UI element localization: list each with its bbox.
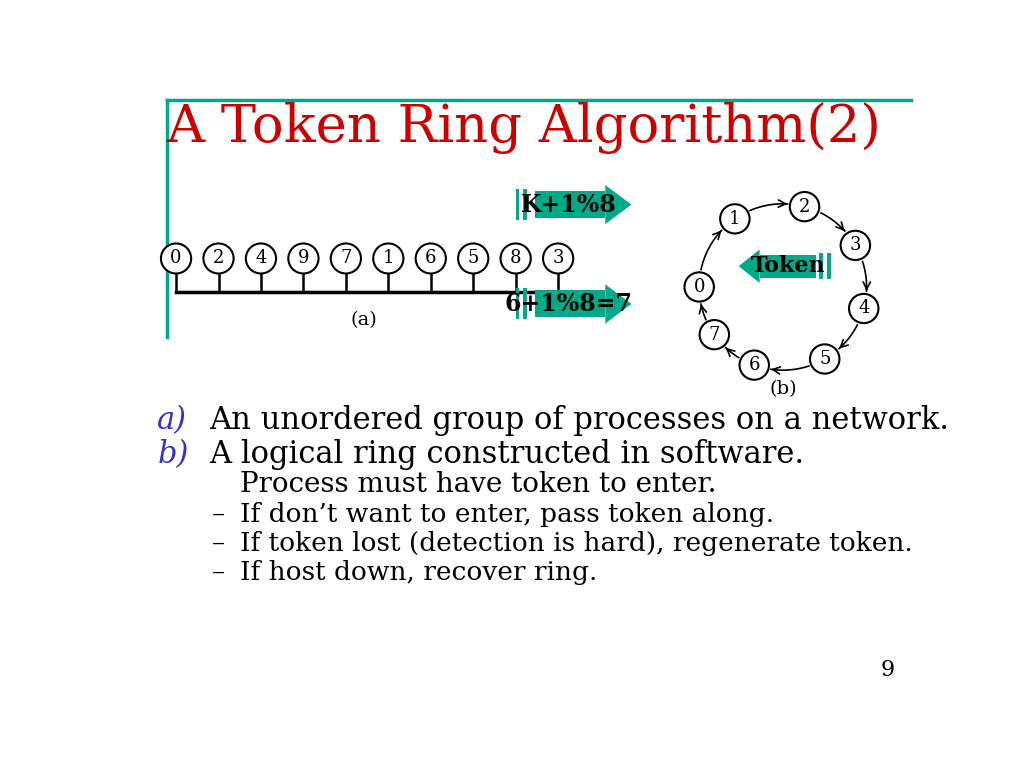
- Text: 5: 5: [468, 250, 479, 267]
- Text: (a): (a): [351, 311, 378, 329]
- Circle shape: [458, 243, 488, 273]
- Text: 8: 8: [510, 250, 521, 267]
- Text: –: –: [212, 531, 225, 556]
- Text: a): a): [158, 405, 187, 435]
- Text: (b): (b): [769, 380, 797, 399]
- Circle shape: [543, 243, 573, 273]
- Bar: [760, 255, 816, 278]
- Bar: [515, 189, 519, 220]
- Text: 4: 4: [858, 300, 869, 317]
- Text: 2: 2: [799, 197, 810, 216]
- Circle shape: [841, 230, 870, 260]
- Circle shape: [161, 243, 191, 273]
- Text: An unordered group of processes on a network.: An unordered group of processes on a net…: [209, 405, 949, 435]
- Text: 3: 3: [552, 250, 564, 267]
- Circle shape: [289, 243, 318, 273]
- Text: 6: 6: [749, 356, 760, 374]
- Text: 0: 0: [170, 250, 182, 267]
- Text: 9: 9: [298, 250, 309, 267]
- Text: 9: 9: [881, 659, 895, 680]
- Circle shape: [790, 192, 819, 221]
- Circle shape: [416, 243, 445, 273]
- Bar: [523, 189, 527, 220]
- Text: Process must have token to enter.: Process must have token to enter.: [241, 472, 717, 498]
- Text: 6: 6: [425, 250, 436, 267]
- Polygon shape: [605, 284, 632, 323]
- Text: 5: 5: [819, 350, 830, 368]
- Circle shape: [720, 204, 750, 233]
- Text: If token lost (detection is hard), regenerate token.: If token lost (detection is hard), regen…: [241, 531, 913, 556]
- Circle shape: [810, 344, 840, 373]
- Circle shape: [684, 273, 714, 302]
- Text: Token: Token: [751, 255, 825, 277]
- Bar: [535, 191, 605, 218]
- Text: A logical ring constructed in software.: A logical ring constructed in software.: [209, 439, 805, 469]
- Text: A Token Ring Algorithm(2): A Token Ring Algorithm(2): [166, 101, 881, 154]
- Bar: [819, 253, 823, 280]
- Circle shape: [739, 350, 769, 379]
- Circle shape: [204, 243, 233, 273]
- Text: 0: 0: [693, 278, 705, 296]
- Circle shape: [373, 243, 403, 273]
- Bar: [535, 290, 605, 317]
- Text: –: –: [212, 560, 225, 585]
- Text: 1: 1: [729, 210, 740, 228]
- Text: 4: 4: [255, 250, 266, 267]
- Circle shape: [501, 243, 530, 273]
- Text: If don’t want to enter, pass token along.: If don’t want to enter, pass token along…: [241, 502, 774, 527]
- Circle shape: [699, 320, 729, 349]
- Text: 1: 1: [383, 250, 394, 267]
- Circle shape: [246, 243, 276, 273]
- Text: –: –: [212, 502, 225, 527]
- Circle shape: [849, 294, 879, 323]
- Bar: [515, 289, 519, 319]
- Text: 7: 7: [340, 250, 351, 267]
- Text: b): b): [158, 439, 188, 469]
- Bar: [523, 289, 527, 319]
- Text: 7: 7: [709, 326, 720, 343]
- Text: K+1%8: K+1%8: [520, 193, 616, 217]
- Text: If host down, recover ring.: If host down, recover ring.: [241, 560, 598, 585]
- Polygon shape: [738, 250, 760, 283]
- Text: 6+1%8=7: 6+1%8=7: [505, 292, 633, 316]
- Polygon shape: [605, 185, 632, 224]
- Text: 2: 2: [213, 250, 224, 267]
- Bar: [827, 253, 831, 280]
- Text: 3: 3: [850, 237, 861, 254]
- Circle shape: [331, 243, 361, 273]
